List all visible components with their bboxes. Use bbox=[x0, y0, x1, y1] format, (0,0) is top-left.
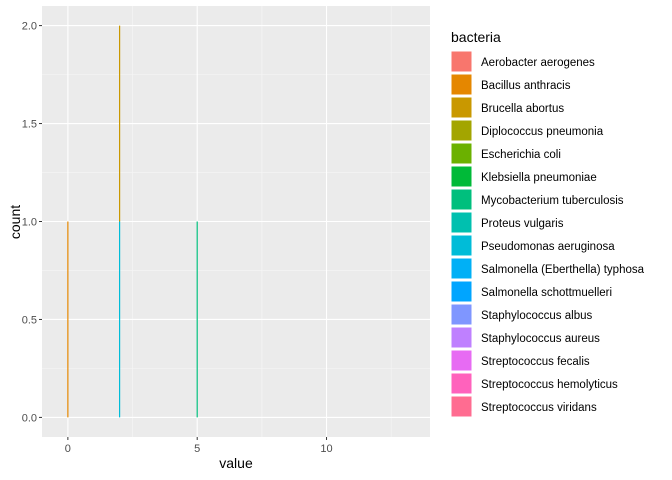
legend-label: Bacillus anthracis bbox=[481, 80, 571, 92]
legend-label: Salmonella schottmuelleri bbox=[481, 287, 612, 299]
legend-label: Klebsiella pneumoniae bbox=[481, 172, 597, 184]
legend-swatch bbox=[450, 349, 473, 372]
y-tick-label: 0.5 bbox=[22, 314, 37, 326]
y-tick-label: 2.0 bbox=[22, 21, 37, 33]
y-axis-title: count bbox=[7, 205, 23, 239]
y-tick-label: 0.0 bbox=[22, 412, 37, 424]
legend-swatch bbox=[450, 142, 473, 165]
legend-label: Pseudomonas aeruginosa bbox=[481, 241, 615, 253]
x-tick-label: 5 bbox=[194, 443, 200, 455]
legend-swatch bbox=[450, 165, 473, 188]
legend-swatch bbox=[450, 280, 473, 303]
legend-swatch bbox=[450, 50, 473, 73]
legend-swatch bbox=[450, 188, 473, 211]
x-tick-label: 0 bbox=[65, 443, 71, 455]
legend-label: Proteus vulgaris bbox=[481, 218, 564, 230]
legend-swatch bbox=[450, 73, 473, 96]
x-axis-title: value bbox=[219, 455, 253, 471]
legend-swatch bbox=[450, 326, 473, 349]
legend-label: Streptococcus viridans bbox=[481, 402, 597, 414]
legend-label: Mycobacterium tuberculosis bbox=[481, 195, 624, 207]
legend-swatch bbox=[450, 372, 473, 395]
legend: Aerobacter aerogenes Bacillus anthracis Br… bbox=[450, 50, 645, 418]
legend-label: Diplococcus pneumonia bbox=[481, 126, 604, 138]
legend-swatch bbox=[450, 119, 473, 142]
legend-swatch bbox=[450, 96, 473, 119]
legend-label: Salmonella (Eberthella) typhosa bbox=[481, 264, 645, 276]
legend-swatch bbox=[450, 211, 473, 234]
legend-swatch bbox=[450, 395, 473, 418]
legend-label: Streptococcus hemolyticus bbox=[481, 379, 618, 391]
legend-swatch bbox=[450, 257, 473, 280]
major-gridlines bbox=[42, 6, 430, 437]
legend-title: bacteria bbox=[451, 29, 501, 45]
legend-swatch bbox=[450, 303, 473, 326]
bar-series bbox=[67, 25, 198, 418]
y-tick-label: 1.0 bbox=[22, 217, 37, 229]
y-tick-label: 1.5 bbox=[22, 119, 37, 131]
x-tick-label: 10 bbox=[320, 443, 332, 455]
legend-label: Aerobacter aerogenes bbox=[481, 57, 595, 69]
x-axis-ticks: 0 5 10 bbox=[65, 437, 333, 455]
legend-label: Staphylococcus aureus bbox=[481, 333, 600, 345]
legend-label: Streptococcus fecalis bbox=[481, 356, 590, 368]
legend-label: Brucella abortus bbox=[481, 103, 564, 115]
legend-swatch bbox=[450, 234, 473, 257]
legend-label: Escherichia coli bbox=[481, 149, 561, 161]
legend-label: Staphylococcus albus bbox=[481, 310, 592, 322]
y-axis-ticks: 0.0 0.5 1.0 1.5 2.0 bbox=[22, 21, 42, 424]
